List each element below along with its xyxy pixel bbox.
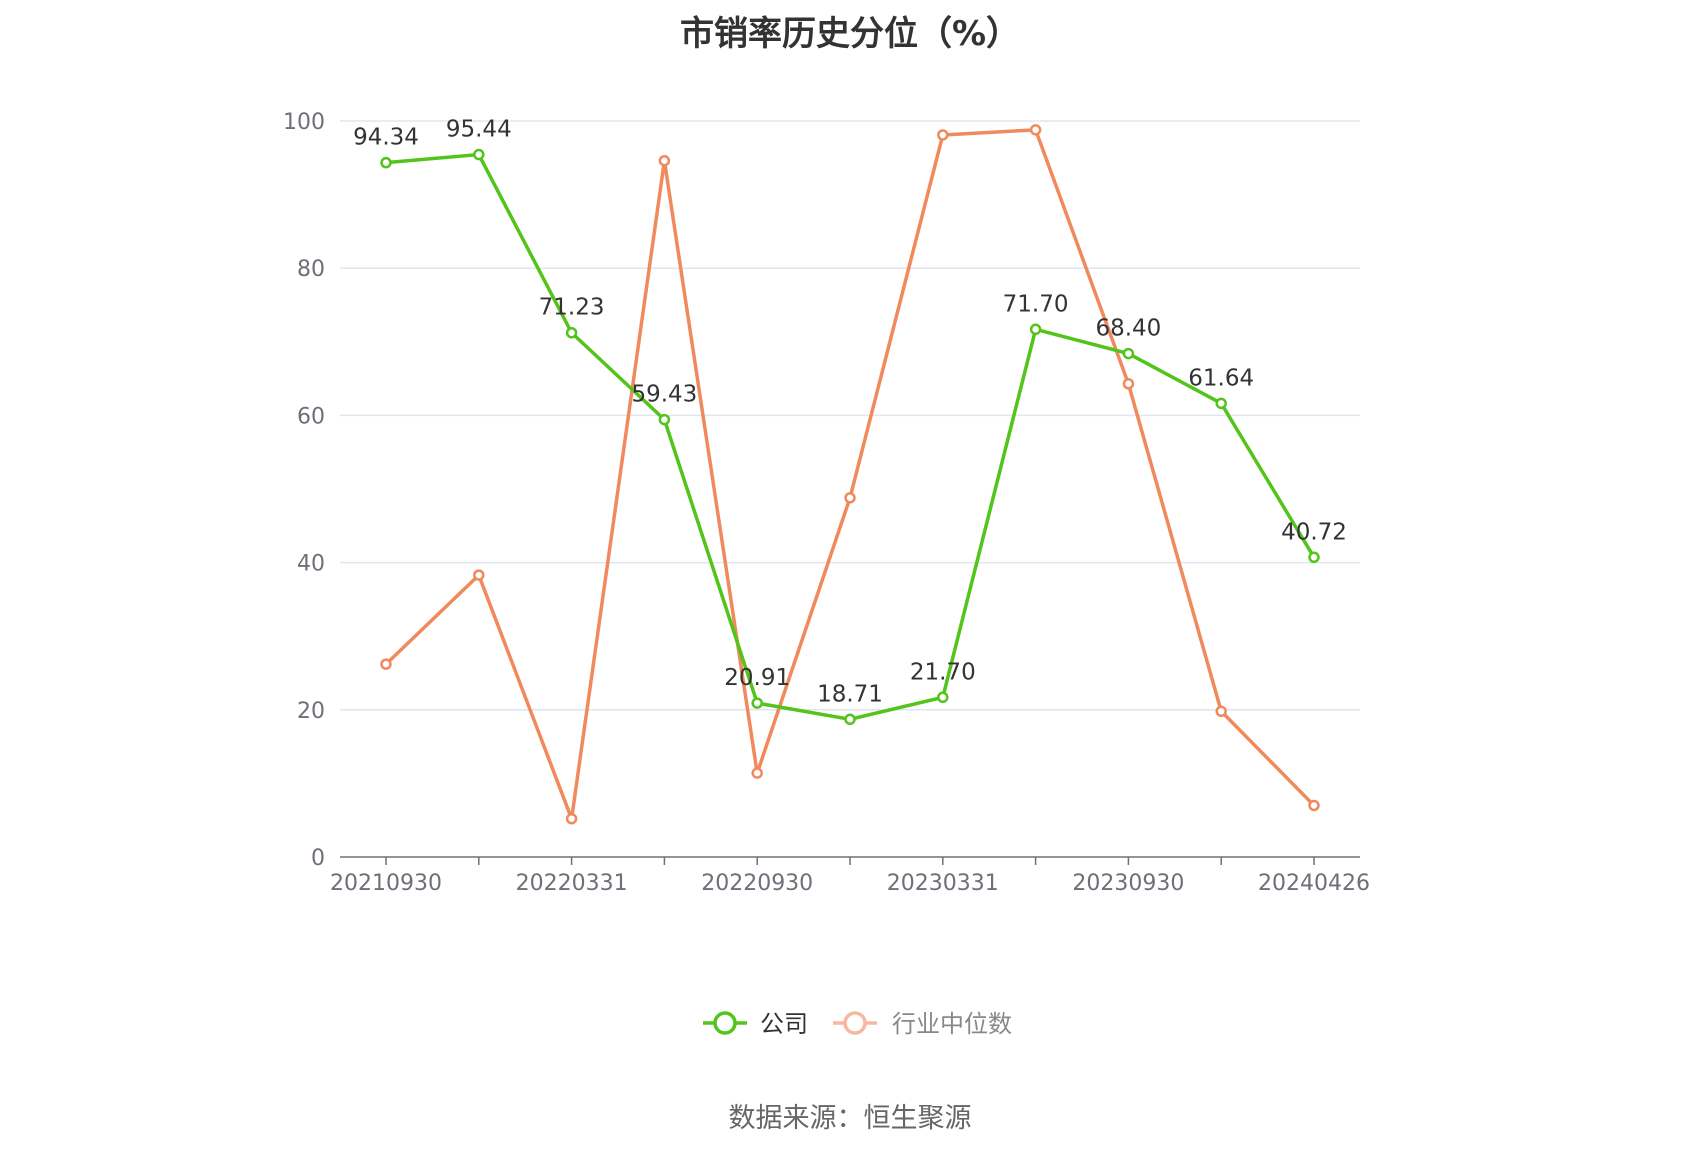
data-label: 59.43 (631, 382, 697, 408)
data-point (751, 697, 763, 709)
data-label: 71.23 (539, 295, 605, 321)
x-tick-label: 20210930 (330, 871, 442, 896)
data-source: 数据来源：恒生聚源 (728, 1103, 972, 1134)
y-tick-label: 20 (297, 699, 325, 724)
series-line-0 (385, 152, 1316, 722)
legend-marker-industry (843, 1011, 867, 1035)
x-tick-label: 20220930 (701, 871, 813, 896)
data-label: 21.70 (910, 659, 976, 685)
x-tick-label: 20220331 (516, 871, 628, 896)
y-tick-label: 0 (311, 846, 325, 871)
data-point (937, 129, 949, 141)
chart-title: 市销率历史分位（%） (679, 14, 1021, 54)
x-tick-label: 20240426 (1258, 871, 1370, 896)
data-point (380, 658, 392, 670)
data-point (937, 691, 949, 704)
legend-marker-company (713, 1011, 737, 1035)
x-tick-label: 20230331 (887, 871, 999, 896)
data-point (473, 569, 485, 581)
data-point (473, 148, 485, 161)
data-label: 95.44 (446, 117, 512, 143)
data-point (1029, 323, 1042, 336)
data-point (844, 713, 856, 726)
data-label: 68.40 (1095, 316, 1161, 342)
data-point (658, 413, 671, 426)
y-tick-label: 60 (297, 404, 325, 429)
data-point (1029, 124, 1042, 136)
data-point (1122, 378, 1135, 390)
data-point (565, 812, 578, 825)
data-label: 61.64 (1188, 365, 1254, 391)
data-label: 71.70 (1003, 291, 1069, 317)
data-point (1215, 397, 1227, 410)
data-point (1122, 347, 1135, 360)
data-label: 40.72 (1281, 519, 1347, 545)
y-tick-label: 100 (283, 110, 325, 135)
data-point (565, 326, 578, 339)
y-tick-label: 80 (297, 257, 325, 282)
data-point (380, 156, 392, 169)
data-label: 20.91 (724, 665, 790, 691)
legend-label-company: 公司 (760, 1010, 808, 1038)
data-point (658, 154, 671, 167)
x-tick-label: 20230930 (1072, 871, 1184, 896)
data-label: 94.34 (353, 125, 419, 151)
data-point (1308, 799, 1320, 812)
y-tick-label: 40 (297, 552, 325, 577)
data-point (1215, 705, 1227, 718)
data-point (1308, 551, 1320, 564)
data-point (751, 767, 763, 779)
legend-label-industry: 行业中位数 (892, 1010, 1012, 1038)
data-label: 18.71 (817, 681, 883, 707)
data-point (844, 492, 856, 504)
